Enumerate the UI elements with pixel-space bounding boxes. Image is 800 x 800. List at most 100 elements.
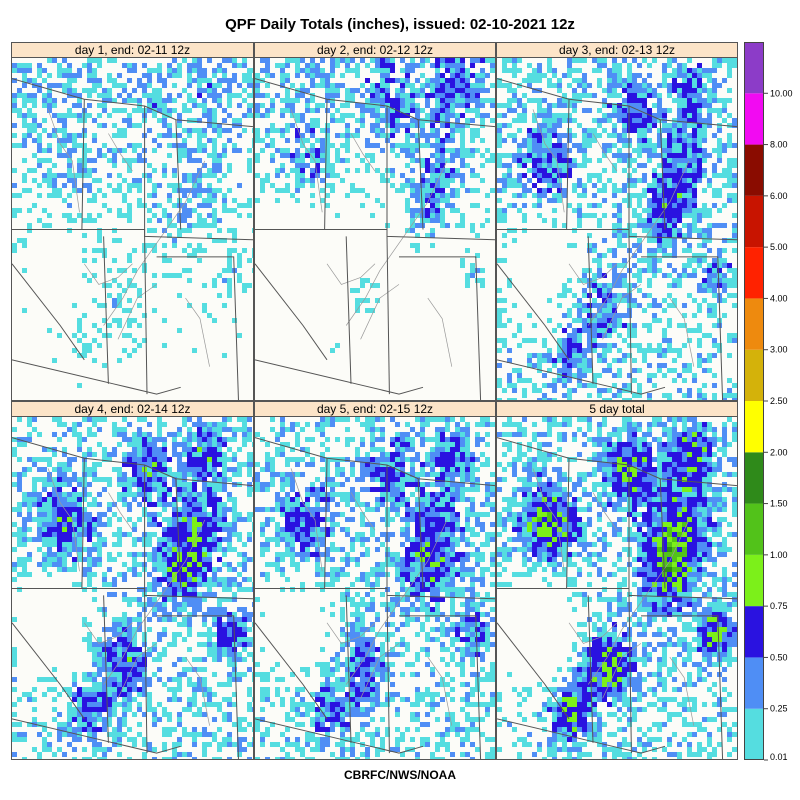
precip-cell xyxy=(637,248,642,253)
precip-cell xyxy=(592,183,597,188)
precip-cell xyxy=(167,113,172,118)
precip-cell xyxy=(552,153,557,158)
precip-cell xyxy=(202,517,207,522)
precip-cell xyxy=(682,128,687,133)
precip-cell xyxy=(450,158,455,163)
precip-cell xyxy=(502,338,507,343)
precip-cell xyxy=(127,627,132,632)
precip-cell xyxy=(385,63,390,68)
precip-cell xyxy=(507,163,512,168)
precip-cell xyxy=(687,163,692,168)
precip-cell xyxy=(27,492,32,497)
precip-cell xyxy=(117,532,122,537)
precip-cell xyxy=(212,477,217,482)
precip-cell xyxy=(37,83,42,88)
precip-cell xyxy=(97,662,102,667)
precip-cell xyxy=(47,148,52,153)
precip-cell xyxy=(52,512,57,517)
precip-cell xyxy=(567,163,572,168)
precip-cell xyxy=(647,278,652,283)
precip-cell xyxy=(162,577,167,582)
precip-cell xyxy=(275,198,280,203)
precip-cell xyxy=(335,148,340,153)
precip-cell xyxy=(460,213,465,218)
precip-cell xyxy=(187,417,192,422)
precip-cell xyxy=(440,78,445,83)
precip-cell xyxy=(567,333,572,338)
precip-cell xyxy=(667,198,672,203)
precip-cell xyxy=(572,163,577,168)
precip-cell xyxy=(647,203,652,208)
precip-cell xyxy=(172,188,177,193)
precip-cell xyxy=(632,378,637,383)
precip-cell xyxy=(707,103,712,108)
precip-cell xyxy=(232,547,237,552)
precip-cell xyxy=(405,68,410,73)
precip-cell xyxy=(632,113,637,118)
precip-cell xyxy=(415,193,420,198)
precip-cell xyxy=(682,263,687,268)
precip-cell xyxy=(197,582,202,587)
precip-cell xyxy=(27,467,32,472)
precip-cell xyxy=(622,358,627,363)
precip-cell xyxy=(707,248,712,253)
precip-cell xyxy=(657,243,662,248)
precip-cell xyxy=(97,557,102,562)
precip-cell xyxy=(57,497,62,502)
precip-cell xyxy=(107,323,112,328)
precip-cell xyxy=(212,577,217,582)
precip-cell xyxy=(57,462,62,467)
precip-cell xyxy=(677,193,682,198)
precip-cell xyxy=(52,188,57,193)
precip-cell xyxy=(405,143,410,148)
precip-cell xyxy=(265,58,270,63)
precip-cell xyxy=(127,567,132,572)
precip-cell xyxy=(335,93,340,98)
precip-cell xyxy=(207,233,212,238)
precip-cell xyxy=(612,58,617,63)
precip-cell xyxy=(325,133,330,138)
precip-cell xyxy=(662,348,667,353)
precip-cell xyxy=(152,477,157,482)
precip-cell xyxy=(400,88,405,93)
precip-cell xyxy=(27,113,32,118)
precip-cell xyxy=(440,83,445,88)
precip-cell xyxy=(167,63,172,68)
precip-cell xyxy=(22,492,27,497)
precip-cell xyxy=(582,73,587,78)
precip-cell xyxy=(657,163,662,168)
precip-cell xyxy=(587,308,592,313)
precip-cell xyxy=(97,93,102,98)
precip-cell xyxy=(87,572,92,577)
precip-cell xyxy=(562,368,567,373)
precip-cell xyxy=(167,68,172,73)
precip-cell xyxy=(285,183,290,188)
precip-cell xyxy=(212,522,217,527)
precip-cell xyxy=(157,63,162,68)
precip-cell xyxy=(552,388,557,393)
precip-cell xyxy=(72,582,77,587)
precip-cell xyxy=(107,293,112,298)
precip-cell xyxy=(602,198,607,203)
precip-cell xyxy=(627,398,632,400)
precip-cell xyxy=(187,83,192,88)
precip-cell xyxy=(172,133,177,138)
precip-cell xyxy=(502,388,507,393)
precip-cell xyxy=(602,118,607,123)
precip-cell xyxy=(330,113,335,118)
precip-cell xyxy=(567,113,572,118)
precip-cell xyxy=(127,647,132,652)
precip-cell xyxy=(475,173,480,178)
precip-cell xyxy=(232,472,237,477)
precip-cell xyxy=(542,123,547,128)
precip-cell xyxy=(657,178,662,183)
precip-cell xyxy=(562,223,567,228)
precip-cell xyxy=(212,98,217,103)
precip-cell xyxy=(672,138,677,143)
precip-cell xyxy=(415,118,420,123)
precip-cell xyxy=(295,73,300,78)
precip-cell xyxy=(147,572,152,577)
precip-cell xyxy=(72,143,77,148)
precip-cell xyxy=(617,333,622,338)
precip-cell xyxy=(497,338,502,343)
